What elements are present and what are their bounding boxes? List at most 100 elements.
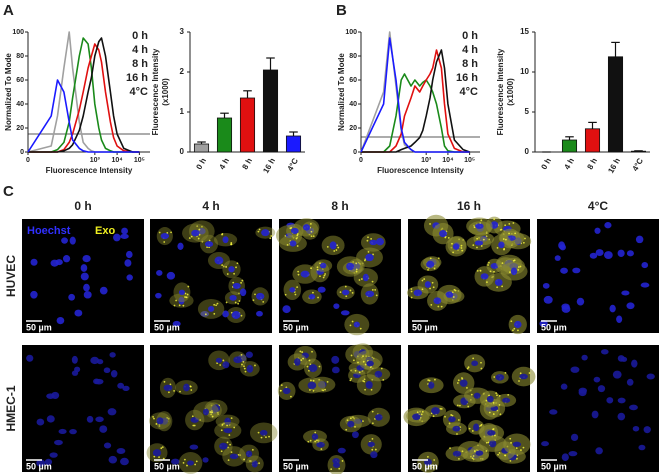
- exo-dot: [163, 241, 166, 243]
- cell-nucleus: [113, 233, 121, 242]
- exo-dot: [479, 269, 482, 272]
- y-axis-label: Fluorescence Intensity: [496, 48, 505, 135]
- cell-nucleus: [246, 364, 254, 373]
- cell-nucleus: [621, 290, 630, 296]
- cell-nucleus: [222, 361, 230, 369]
- cell-nucleus: [452, 450, 462, 457]
- micrograph-bg: [22, 345, 144, 472]
- cell-nucleus: [183, 383, 190, 392]
- cell-nucleus: [90, 356, 100, 365]
- cell-nucleus: [473, 392, 481, 399]
- exo-dot: [191, 415, 194, 418]
- channel-label: Exo: [95, 225, 115, 237]
- exo-dot: [440, 408, 443, 410]
- exo-dot: [476, 246, 478, 249]
- exo-dot: [430, 303, 433, 306]
- cell-nucleus: [71, 370, 79, 376]
- exo-dot: [486, 281, 488, 284]
- scale-bar-label: 50 µm: [154, 461, 180, 471]
- exo-dot: [501, 285, 504, 288]
- exo-dot: [296, 234, 299, 237]
- cell-nucleus: [632, 425, 640, 432]
- exo-dot: [485, 441, 488, 444]
- exo-dot: [192, 424, 195, 427]
- cell-nucleus: [74, 309, 83, 317]
- cell-nucleus: [560, 383, 568, 390]
- exo-dot: [326, 380, 329, 383]
- exo-dot: [270, 235, 273, 237]
- exo-dot: [306, 365, 309, 368]
- micrograph: 50 µm: [146, 345, 278, 474]
- exo-dot: [195, 460, 198, 463]
- exo-dot: [173, 389, 175, 392]
- cell-nucleus: [578, 389, 587, 397]
- cell-nucleus: [366, 360, 374, 367]
- exo-dot: [233, 272, 235, 275]
- cell-nucleus: [631, 359, 638, 368]
- exo-dot: [249, 460, 252, 462]
- exo-dot: [421, 410, 424, 413]
- cell-nucleus: [177, 242, 184, 250]
- exo-dot: [492, 428, 494, 431]
- exo-dot: [213, 303, 216, 306]
- scale-bar-label: 50 µm: [26, 461, 52, 471]
- exo-dot: [367, 250, 370, 253]
- x-tick-label: 10³: [421, 157, 432, 164]
- exo-dot: [434, 378, 436, 381]
- cell-nucleus: [426, 260, 435, 268]
- cell-nucleus: [448, 416, 456, 423]
- cell-nucleus: [245, 351, 253, 358]
- exo-dot: [319, 262, 321, 265]
- cell-nucleus: [370, 451, 378, 459]
- y-tick-label: 20: [349, 125, 357, 132]
- exo-dot: [182, 461, 185, 464]
- cell-nucleus: [233, 356, 243, 364]
- cell-nucleus: [82, 254, 91, 263]
- exo-dot: [219, 364, 222, 366]
- y-axis-label: Fluorescence Intensity: [151, 48, 160, 135]
- exo-dot: [371, 280, 374, 283]
- exo-dot: [227, 459, 230, 462]
- exo-dot: [161, 446, 164, 449]
- exo-dot: [362, 360, 365, 363]
- exo-dot: [243, 458, 246, 461]
- exo-dot: [427, 268, 429, 271]
- exo-dot: [309, 439, 312, 442]
- y-axis-label: Normalized To Mode: [337, 53, 346, 131]
- cell-nucleus: [593, 376, 601, 383]
- exo-dot: [235, 266, 237, 269]
- exo-dot: [223, 422, 225, 425]
- y-tick-label: 2: [180, 67, 185, 76]
- y-tick-label: 1: [180, 107, 185, 116]
- cell-nucleus: [514, 320, 522, 329]
- cell-nucleus: [320, 262, 327, 269]
- exo-dot: [193, 424, 196, 427]
- cell-nucleus: [103, 442, 112, 449]
- exo-dot: [189, 385, 192, 388]
- exo-dot: [301, 351, 304, 353]
- series-line: [361, 73, 470, 153]
- cell-nucleus: [604, 222, 612, 229]
- exo-dot: [468, 427, 471, 430]
- exo-dot: [480, 245, 483, 247]
- exo-dot: [480, 367, 483, 370]
- cell-nucleus: [239, 288, 247, 297]
- cell-nucleus: [439, 230, 448, 238]
- exo-dot: [307, 440, 310, 443]
- exo-dot: [302, 357, 305, 360]
- cell-nucleus: [107, 408, 117, 416]
- cell-nucleus: [117, 382, 125, 389]
- cell-nucleus: [474, 240, 484, 246]
- exo-dot: [359, 327, 362, 330]
- exo-dot: [296, 233, 299, 235]
- exo-dot: [336, 244, 338, 247]
- exo-dot: [196, 225, 199, 228]
- exo-dot: [175, 299, 178, 302]
- cell-nucleus: [294, 358, 301, 366]
- exo-dot: [461, 249, 464, 252]
- exo-dot: [330, 468, 333, 470]
- cell-nucleus: [629, 404, 638, 411]
- cell-nucleus: [259, 429, 268, 436]
- exo-dot: [499, 413, 502, 416]
